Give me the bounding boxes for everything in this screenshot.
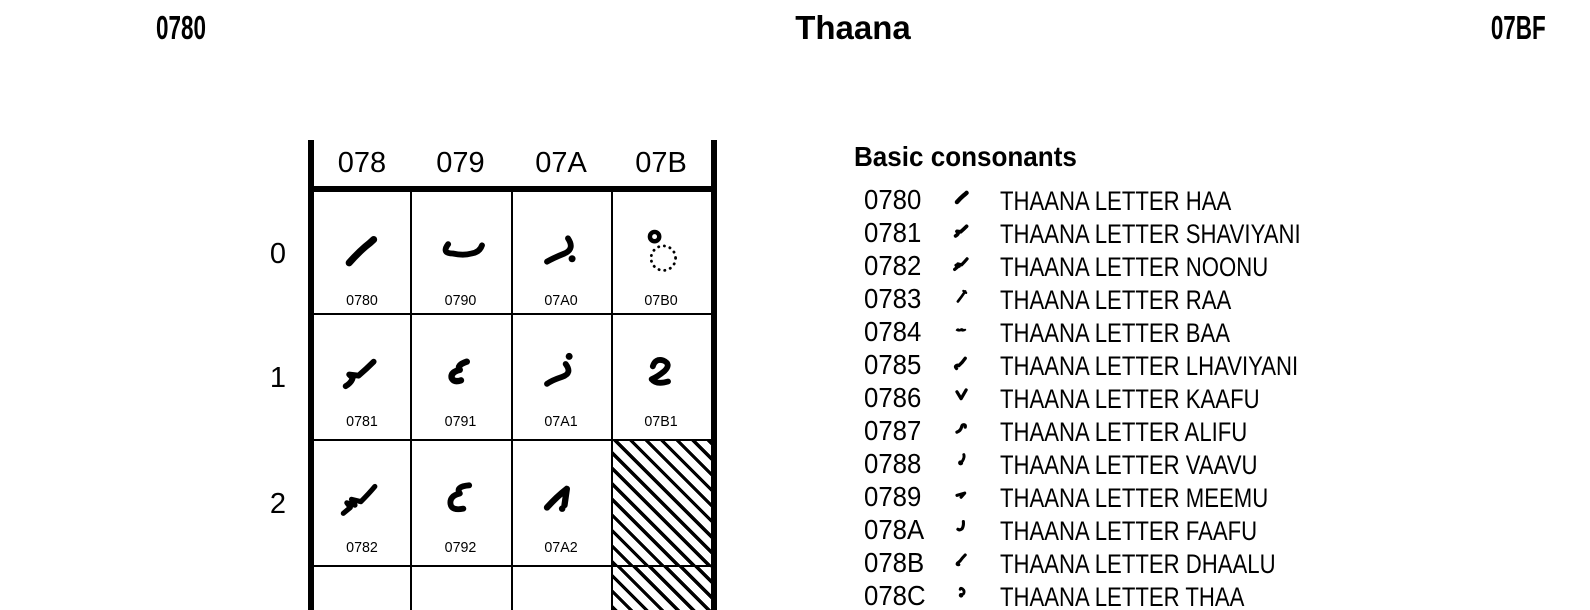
column-header: 078 [337, 147, 387, 179]
cell-glyph-zaviyani [433, 469, 489, 525]
page-header-code-left: 0780 [156, 9, 206, 46]
list-code: 0787 [864, 415, 922, 446]
cell-glyph-shaviyani [334, 343, 390, 399]
list-glyph-noonu [951, 252, 973, 274]
list-code: 0780 [864, 184, 922, 215]
grid-line [611, 192, 613, 610]
list-code: 0782 [864, 250, 922, 281]
list-name: THAANA LETTER SHAVIYANI [1000, 219, 1301, 249]
cell-glyph-seenu [433, 222, 489, 278]
grid-header-rule [308, 186, 717, 192]
cell-code: 07B0 [644, 292, 678, 309]
page-title: Thaana [795, 9, 911, 46]
list-row: 0783 THAANA LETTER RAA [852, 280, 1472, 315]
cell-glyph-to [533, 222, 589, 278]
list-row: 0784 THAANA LETTER BAA [852, 313, 1472, 348]
list-code: 0783 [864, 283, 922, 314]
cell-glyph-zo [533, 343, 589, 399]
column-header: 07B [635, 147, 687, 179]
list-glyph-kaafu [951, 384, 973, 406]
grid-left-bar [308, 140, 314, 610]
cell-code: 0790 [444, 292, 477, 309]
grid-line [410, 192, 412, 610]
list-glyph-dhaalu [951, 549, 973, 571]
list-row: 078A THAANA LETTER FAAFU [852, 511, 1472, 546]
list-row: 0780 THAANA LETTER HAA [852, 181, 1472, 216]
grid-line [511, 192, 513, 610]
row-label: 1 [269, 362, 287, 394]
cell-code: 0782 [346, 539, 378, 556]
grid-line [314, 565, 711, 567]
list-row: 0782 THAANA LETTER NOONU [852, 247, 1472, 282]
list-name: THAANA LETTER RAA [1000, 285, 1232, 315]
cell-glyph-noonu [334, 469, 390, 525]
cell-glyph-sukun [633, 222, 689, 278]
list-code: 078B [864, 547, 925, 578]
list-row: 0787 THAANA LETTER ALIFU [852, 412, 1472, 447]
list-code: 0784 [864, 316, 922, 347]
cell-code: 0792 [444, 539, 477, 556]
cell-code: 0791 [444, 413, 477, 430]
list-name: THAANA LETTER MEEMU [1000, 483, 1269, 513]
list-code: 0786 [864, 382, 922, 413]
list-glyph-alifu [951, 417, 973, 439]
list-glyph-vaavu [951, 450, 973, 472]
cell-code: 07A0 [544, 292, 578, 309]
list-name: THAANA LETTER FAAFU [1000, 516, 1258, 546]
list-row: 0781 THAANA LETTER SHAVIYANI [852, 214, 1472, 249]
cell-code: 07A2 [544, 539, 578, 556]
list-row: 0786 THAANA LETTER KAAFU [852, 379, 1472, 414]
list-code: 078C [864, 580, 926, 610]
cell-glyph-haa [334, 222, 390, 278]
list-glyph-haa [951, 186, 973, 208]
cell-code: 0780 [346, 292, 378, 309]
list-code: 0781 [864, 217, 922, 248]
column-header: 079 [436, 147, 485, 179]
reserved-cell-hatch [612, 566, 711, 610]
grid-line [314, 439, 711, 441]
list-row: 078B THAANA LETTER DHAALU [852, 544, 1472, 579]
list-name: THAANA LETTER ALIFU [1000, 417, 1248, 447]
list-name: THAANA LETTER NOONU [1000, 252, 1269, 282]
grid-line [314, 313, 711, 315]
code-chart-grid: 078 079 07A 07B 0780 0790 07A0 07B0 0781 0791 07A1… [308, 140, 717, 610]
list-name: THAANA LETTER KAAFU [1000, 384, 1260, 414]
list-row: 0789 THAANA LETTER MEEMU [852, 478, 1472, 513]
list-code: 0788 [864, 448, 922, 479]
cell-glyph-naa [633, 343, 689, 399]
list-code: 078A [864, 514, 925, 545]
list-row: 0785 THAANA LETTER LHAVIYANI [852, 346, 1472, 381]
cell-glyph-ainu [533, 469, 589, 525]
page-header-code-right: 07BF [1491, 9, 1546, 46]
reserved-cell-hatch [612, 440, 711, 565]
list-heading: Basic consonants [854, 141, 1077, 172]
cell-glyph-daviyani [433, 343, 489, 399]
list-glyph-meemu [951, 483, 973, 505]
list-glyph-lhaviyani [951, 351, 973, 373]
row-label: 2 [269, 488, 287, 520]
grid-right-bar [711, 140, 717, 610]
list-name: THAANA LETTER BAA [1000, 318, 1231, 348]
list-code: 0785 [864, 349, 922, 380]
cell-code: 07B1 [644, 413, 678, 430]
list-code: 0789 [864, 481, 922, 512]
list-row: 0788 THAANA LETTER VAAVU [852, 445, 1472, 480]
list-glyph-baa [951, 318, 973, 340]
character-names-list: Basic consonants 0780 THAANA LETTER HAA 07… [852, 140, 1472, 610]
cell-code: 0781 [346, 413, 378, 430]
list-glyph-shaviyani [951, 219, 973, 241]
list-name: THAANA LETTER LHAVIYANI [1000, 351, 1299, 381]
list-name: THAANA LETTER DHAALU [1000, 549, 1276, 579]
list-row: 078C THAANA LETTER THAA [852, 577, 1472, 610]
row-label: 0 [269, 238, 287, 270]
cell-code: 07A1 [544, 413, 578, 430]
list-name: THAANA LETTER HAA [1000, 186, 1232, 216]
list-glyph-raa [951, 285, 973, 307]
column-header: 07A [535, 147, 587, 179]
list-name: THAANA LETTER THAA [1000, 582, 1245, 610]
list-glyph-faafu [951, 516, 973, 538]
list-name: THAANA LETTER VAAVU [1000, 450, 1258, 480]
list-glyph-thaa [951, 582, 973, 604]
